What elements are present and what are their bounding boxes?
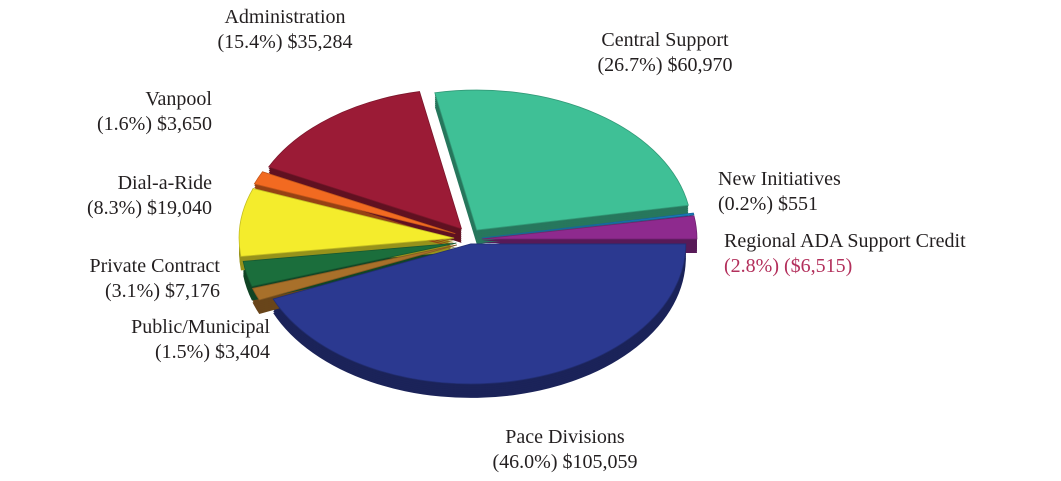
category-label: Central Support: [601, 29, 729, 51]
slice: [267, 91, 463, 230]
category-label: Vanpool: [145, 88, 212, 110]
slice-label: Dial-a-Ride (8.3%) $19,040: [87, 172, 212, 219]
percent-label: (3.1%): [105, 280, 160, 302]
slice-label: Private Contract (3.1%) $7,176: [89, 255, 220, 302]
value-label: (46.0%) $105,059: [493, 451, 638, 473]
amount-label: $3,650: [157, 113, 212, 135]
value-label: (8.3%) $19,040: [87, 197, 212, 219]
category-label: Private Contract: [89, 255, 220, 277]
slice: [253, 171, 456, 235]
slice: [481, 215, 698, 240]
percent-label: (46.0%): [493, 451, 558, 473]
slice-label: Public/Municipal (1.5%) $3,404: [131, 316, 270, 363]
category-label: Regional ADA Support Credit: [724, 230, 966, 252]
category-label: Public/Municipal: [131, 316, 270, 338]
amount-label: $19,040: [147, 197, 212, 219]
slice-label: Central Support (26.7%) $60,970: [598, 29, 733, 76]
slice-label: New Initiatives (0.2%) $551: [718, 168, 841, 215]
slice: [434, 89, 689, 231]
percent-label: (1.6%): [97, 113, 152, 135]
percent-label: (2.8%): [724, 255, 779, 277]
slice-label: Pace Divisions (46.0%) $105,059: [493, 426, 638, 473]
amount-label: $7,176: [165, 280, 220, 302]
value-label: (2.8%) ($6,515): [724, 255, 852, 277]
category-label: New Initiatives: [718, 168, 841, 190]
percent-label: (26.7%): [598, 54, 663, 76]
amount-label: $105,059: [562, 451, 637, 473]
value-label: (3.1%) $7,176: [105, 280, 220, 302]
value-label: (26.7%) $60,970: [598, 54, 733, 76]
slice: [238, 187, 455, 257]
slice: [481, 212, 695, 239]
amount-label: ($6,515): [784, 255, 852, 277]
amount-label: $551: [778, 193, 818, 215]
percent-label: (15.4%): [218, 31, 283, 53]
category-label: Dial-a-Ride: [118, 172, 213, 194]
category-label: Administration: [224, 6, 345, 28]
slice: [242, 242, 457, 287]
value-label: (15.4%) $35,284: [218, 31, 353, 53]
amount-label: $35,284: [287, 31, 352, 53]
percent-label: (1.5%): [155, 341, 210, 363]
amount-label: $60,970: [667, 54, 732, 76]
percent-label: (0.2%): [718, 193, 773, 215]
slice-label: Regional ADA Support Credit (2.8%) ($6,51…: [724, 230, 966, 277]
category-label: Pace Divisions: [505, 426, 625, 448]
slice: [272, 243, 687, 385]
value-label: (0.2%) $551: [718, 193, 818, 215]
slice: [251, 244, 458, 301]
slice-label: Vanpool (1.6%) $3,650: [97, 88, 212, 135]
value-label: (1.5%) $3,404: [155, 341, 270, 363]
amount-label: $3,404: [215, 341, 270, 363]
value-label: (1.6%) $3,650: [97, 113, 212, 135]
percent-label: (8.3%): [87, 197, 142, 219]
slice-label: Administration (15.4%) $35,284: [218, 6, 353, 53]
